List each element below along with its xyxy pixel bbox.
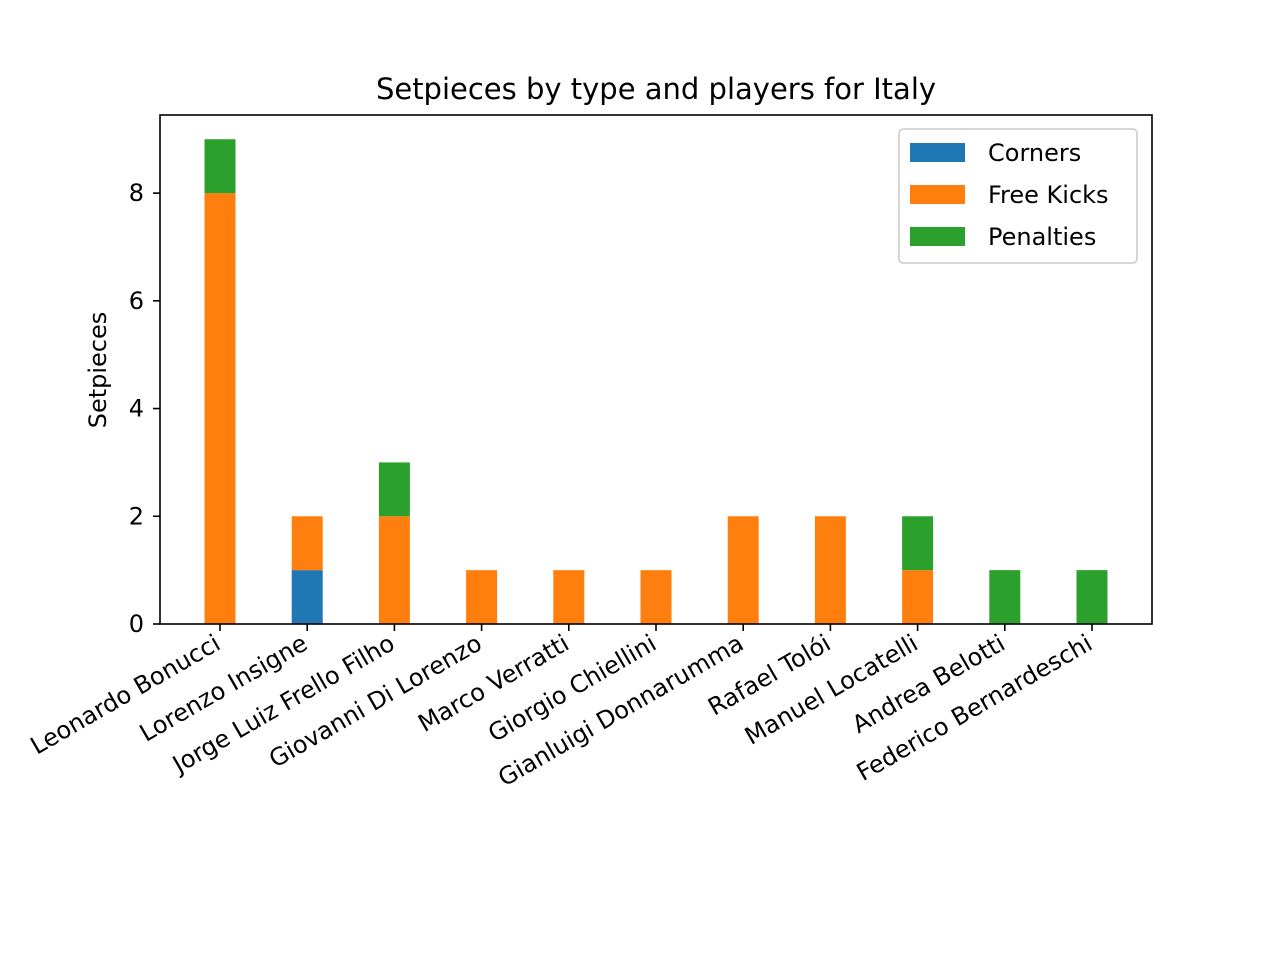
legend-swatch-penalties xyxy=(910,227,965,246)
y-axis-label: Setpieces xyxy=(84,312,112,429)
bar-penalties-jorge-luiz-frello-filho xyxy=(378,462,410,517)
bar-free-kicks-marco-verratti xyxy=(553,570,585,624)
bar-corners-lorenzo-insigne xyxy=(291,570,323,624)
bar-free-kicks-giovanni-di-lorenzo xyxy=(466,570,498,624)
bar-penalties-andrea-belotti xyxy=(989,570,1021,624)
bar-free-kicks-leonardo-bonucci xyxy=(204,193,236,624)
bar-free-kicks-rafael-toloi xyxy=(814,516,846,624)
bars-layer xyxy=(204,139,1108,624)
y-tick-label: 8 xyxy=(129,179,144,207)
y-tick-label: 2 xyxy=(129,502,144,530)
bar-penalties-federico-bernardeschi xyxy=(1076,570,1108,624)
bar-penalties-manuel-locatelli xyxy=(902,516,934,571)
legend: Corners Free Kicks Penalties xyxy=(898,128,1138,264)
y-tick-label: 6 xyxy=(129,287,144,315)
legend-label-penalties: Penalties xyxy=(988,223,1096,251)
legend-label-free-kicks: Free Kicks xyxy=(988,181,1109,209)
chart-title: Setpieces by type and players for Italy xyxy=(376,72,936,106)
legend-label-corners: Corners xyxy=(988,139,1081,167)
bar-free-kicks-manuel-locatelli xyxy=(902,570,934,624)
bar-free-kicks-giorgio-chiellini xyxy=(640,570,672,624)
y-tick-label: 0 xyxy=(129,610,144,638)
bar-penalties-leonardo-bonucci xyxy=(204,139,236,194)
bar-free-kicks-gianluigi-donnarumma xyxy=(727,516,759,624)
legend-swatch-free-kicks xyxy=(910,185,965,204)
y-tick-label: 4 xyxy=(129,395,144,423)
bar-free-kicks-lorenzo-insigne xyxy=(291,516,323,571)
legend-swatch-corners xyxy=(910,143,965,162)
bar-free-kicks-jorge-luiz-frello-filho xyxy=(378,516,410,624)
